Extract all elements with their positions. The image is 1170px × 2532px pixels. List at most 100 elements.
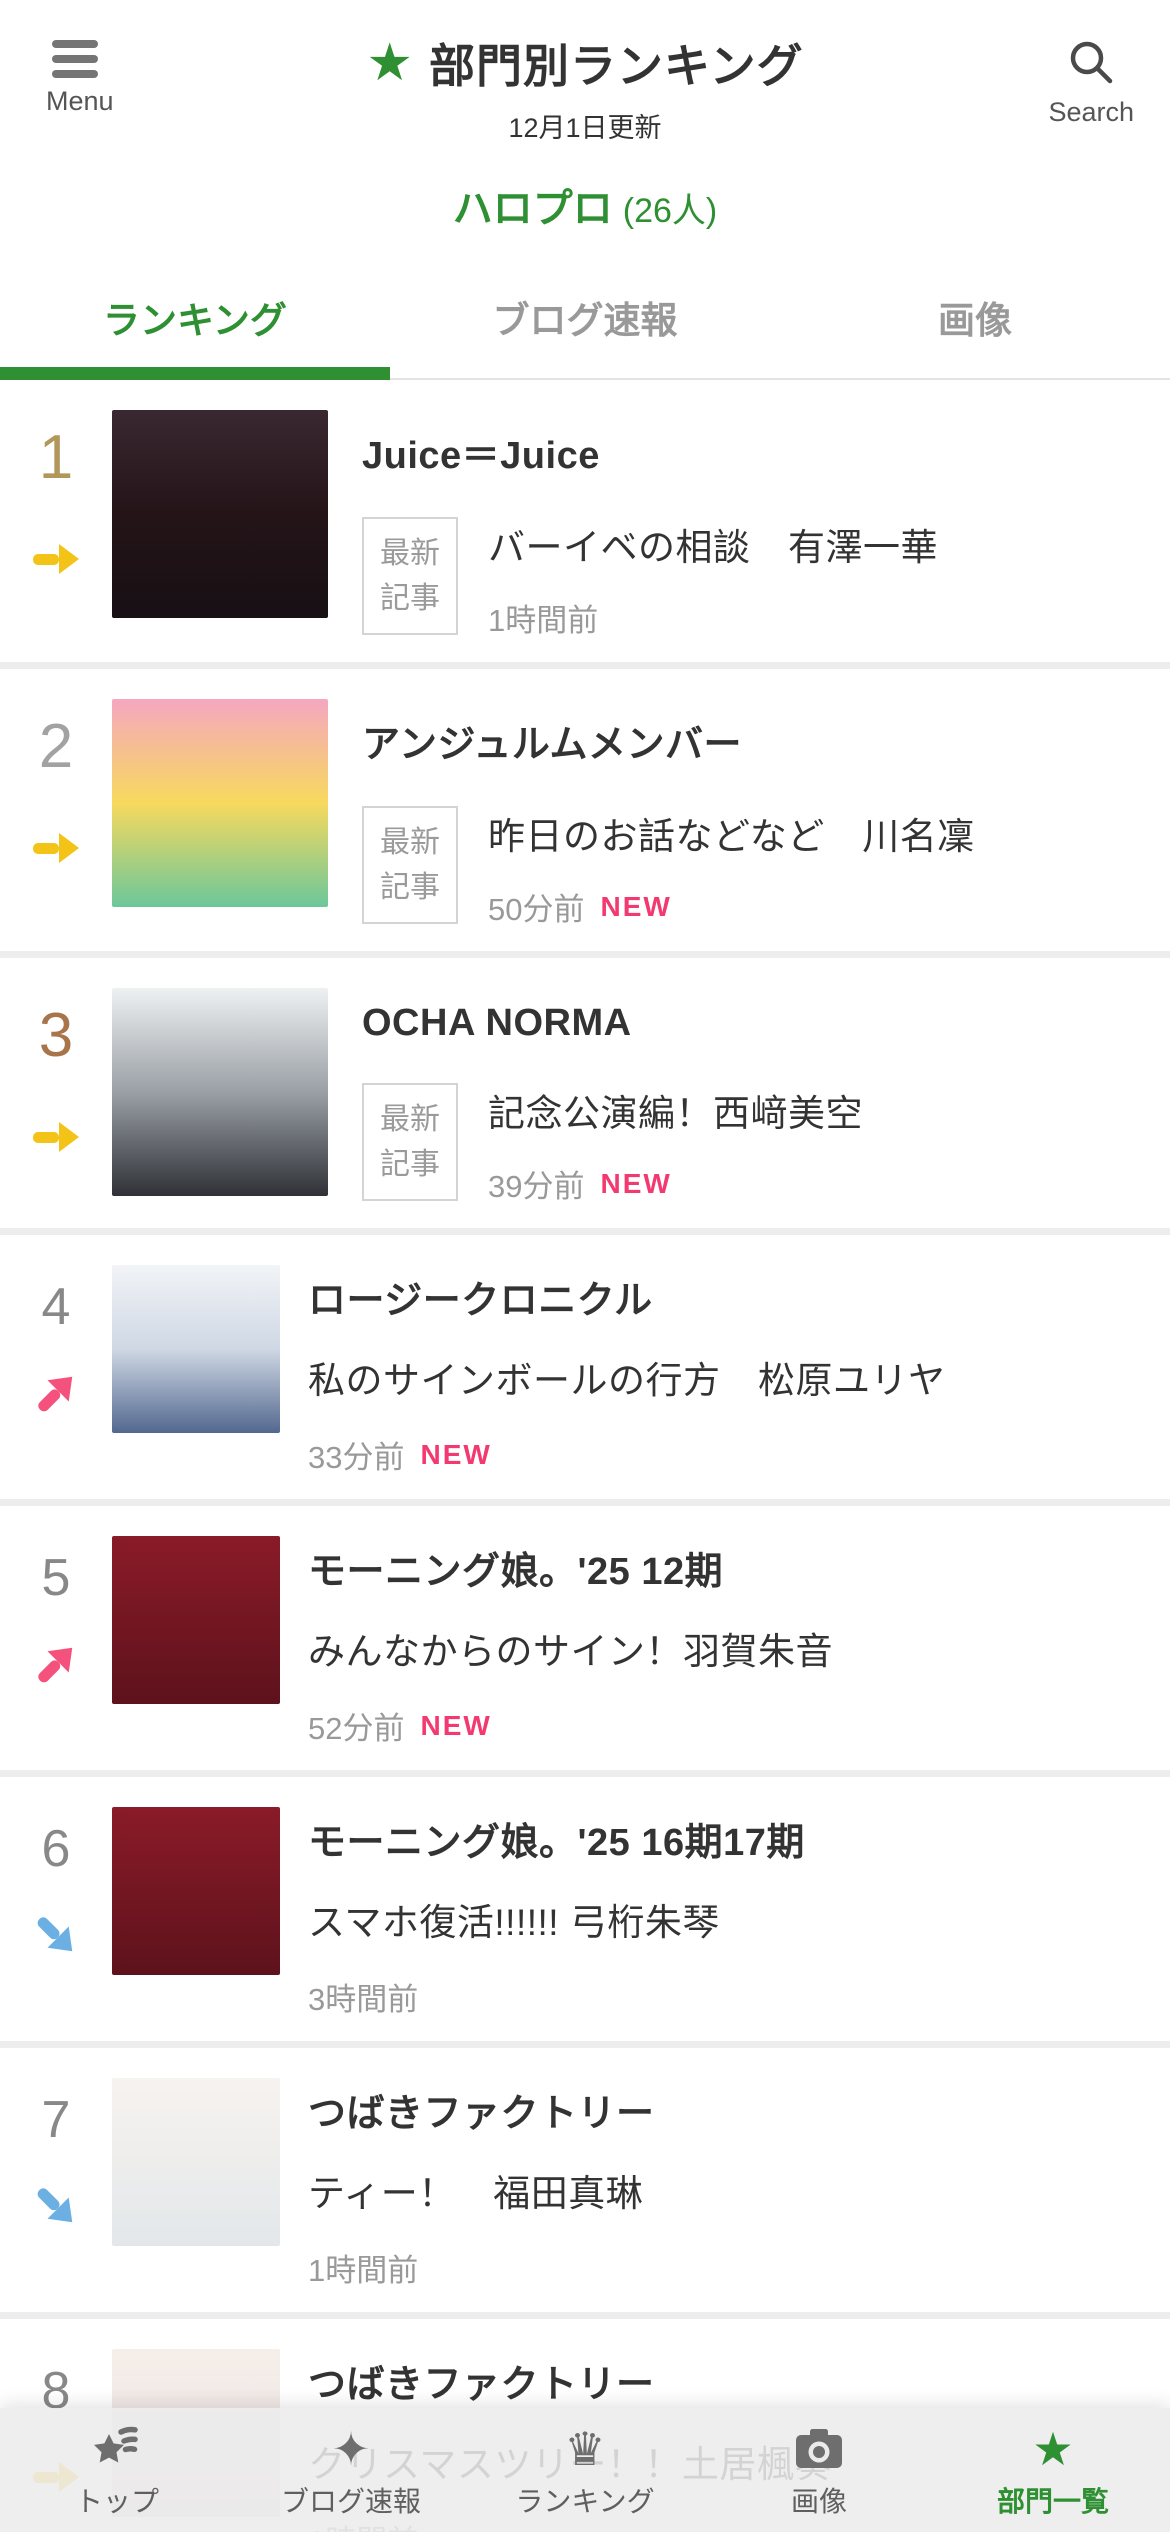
- ranking-row[interactable]: 3 OCHA NORMA 最新 記事 記念公演編！西﨑美空 39分前 NEW: [0, 958, 1170, 1235]
- nav-item-sparkle[interactable]: ✦ ブログ速報: [234, 2408, 468, 2532]
- new-badge: NEW: [600, 1167, 672, 1199]
- article-block: 記念公演編！西﨑美空 39分前 NEW: [488, 1083, 1150, 1206]
- star-icon: ★: [1032, 2423, 1074, 2475]
- group-name: Juice＝Juice: [362, 435, 600, 477]
- rank-number: 3: [38, 1001, 74, 1070]
- row-info: つばきファクトリー ティー！ 福田真琳 1時間前: [308, 2078, 1150, 2290]
- article-block: バーイベの相談 有澤一華 1時間前: [488, 517, 1150, 640]
- new-badge: NEW: [420, 1438, 492, 1470]
- hamburger-icon: [46, 40, 156, 78]
- latest-article-block: スマホ復活!!!!!! 弓桁朱琴 3時間前: [308, 1866, 1150, 2019]
- trend-arrow: [33, 833, 79, 864]
- trend-arrow: [29, 1637, 83, 1691]
- rank-column: 4: [0, 1265, 112, 1477]
- article-block: スマホ復活!!!!!! 弓桁朱琴 3時間前: [308, 1866, 1150, 2019]
- row-info: Juice＝Juice 最新 記事 バーイベの相談 有澤一華 1時間前: [362, 410, 1150, 640]
- row-info: モーニング娘。'25 12期 みんなからのサイン！羽賀朱音 52分前 NEW: [308, 1536, 1150, 1748]
- tab-bar: ランキング ブログ速報 画像: [0, 260, 1170, 380]
- menu-button[interactable]: Menu: [46, 40, 156, 117]
- time-row: 50分前 NEW: [488, 884, 1150, 929]
- nav-item-crown[interactable]: ♛ ランキング: [468, 2408, 702, 2532]
- ranking-row[interactable]: 6 モーニング娘。'25 16期17期 スマホ復活!!!!!! 弓桁朱琴 3時間…: [0, 1777, 1170, 2048]
- group-thumbnail: [112, 1807, 280, 1975]
- rank-column: 3: [0, 988, 112, 1206]
- nav-label: ランキング: [515, 2486, 655, 2517]
- nav-label: ブログ速報: [280, 2486, 421, 2517]
- tab-label: ランキング: [103, 300, 287, 341]
- group-thumbnail: [112, 1536, 280, 1704]
- tab-item[interactable]: 画像: [780, 260, 1170, 378]
- ranking-row[interactable]: 4 ロージークロニクル 私のサインボールの行方 松原ユリヤ 33分前 NEW: [0, 1235, 1170, 1506]
- search-button[interactable]: Search: [1048, 36, 1134, 128]
- article-time: 50分前: [488, 892, 585, 927]
- time-row: 39分前 NEW: [488, 1161, 1150, 1206]
- latest-article-badge: 最新 記事: [362, 517, 458, 635]
- latest-article-block: 最新 記事 昨日のお話などなど 川名凜 50分前 NEW: [362, 806, 1150, 929]
- category-count: (26人): [622, 192, 718, 230]
- group-thumbnail: [112, 2078, 280, 2246]
- article-time: 1時間前: [308, 2253, 419, 2288]
- nav-item-star[interactable]: ★ 部門一覧: [936, 2408, 1170, 2532]
- star-icon: ★: [366, 34, 413, 92]
- latest-article-badge: 最新 記事: [362, 806, 458, 924]
- ranking-row[interactable]: 5 モーニング娘。'25 12期 みんなからのサイン！羽賀朱音 52分前 NEW: [0, 1506, 1170, 1777]
- group-thumbnail: [112, 988, 328, 1196]
- group-name: つばきファクトリー: [308, 2364, 655, 2406]
- group-thumbnail: [112, 699, 328, 907]
- header-title-block: ★ 部門別ランキング 12月1日更新: [0, 30, 1170, 145]
- article-block: 私のサインボールの行方 松原ユリヤ 33分前 NEW: [308, 1324, 1150, 1477]
- search-label: Search: [1048, 97, 1134, 127]
- time-row: 33分前 NEW: [308, 1432, 1150, 1477]
- article-block: 昨日のお話などなど 川名凜 50分前 NEW: [488, 806, 1150, 929]
- category-name: ハロプロ: [452, 187, 613, 231]
- app-header: Menu ★ 部門別ランキング 12月1日更新 Search: [0, 0, 1170, 150]
- ranking-row[interactable]: 7 つばきファクトリー ティー！ 福田真琳 1時間前: [0, 2048, 1170, 2319]
- group-name: モーニング娘。'25 12期: [308, 1551, 724, 1593]
- article-title: 昨日のお話などなど 川名凜: [488, 816, 975, 857]
- article-title: バーイベの相談 有澤一華: [488, 527, 938, 568]
- group-name: モーニング娘。'25 16期17期: [308, 1822, 805, 1864]
- update-date: 12月1日更新: [508, 113, 662, 143]
- rank-number: 2: [38, 712, 74, 781]
- ranking-row[interactable]: 1 Juice＝Juice 最新 記事 バーイベの相談 有澤一華 1時間前: [0, 380, 1170, 669]
- latest-article-block: 私のサインボールの行方 松原ユリヤ 33分前 NEW: [308, 1324, 1150, 1477]
- time-row: 1時間前: [488, 595, 1150, 640]
- trend-arrow: [29, 1908, 83, 1963]
- tab-label: ブログ速報: [492, 300, 678, 341]
- latest-article-block: 最新 記事 バーイベの相談 有澤一華 1時間前: [362, 517, 1150, 640]
- nav-item-shooting-star[interactable]: トップ: [0, 2408, 234, 2532]
- new-badge: NEW: [420, 1709, 492, 1741]
- time-row: 3時間前: [308, 1974, 1150, 2019]
- category-heading: ハロプロ (26人): [0, 176, 1170, 236]
- row-info: ロージークロニクル 私のサインボールの行方 松原ユリヤ 33分前 NEW: [308, 1265, 1150, 1477]
- article-time: 1時間前: [488, 603, 599, 638]
- rank-column: 2: [0, 699, 112, 929]
- group-name: ロージークロニクル: [308, 1280, 653, 1322]
- row-info: OCHA NORMA 最新 記事 記念公演編！西﨑美空 39分前 NEW: [362, 988, 1150, 1206]
- article-title: 私のサインボールの行方 松原ユリヤ: [308, 1360, 946, 1401]
- rank-number: 1: [38, 423, 74, 492]
- rank-number: 4: [41, 1278, 71, 1336]
- latest-article-badge: 最新 記事: [362, 1083, 458, 1201]
- tab-item[interactable]: ランキング: [0, 260, 390, 380]
- article-time: 52分前: [308, 1711, 405, 1746]
- nav-item-camera[interactable]: 画像: [702, 2408, 936, 2532]
- rank-number: 5: [41, 1549, 71, 1607]
- article-title: 記念公演編！西﨑美空: [488, 1093, 863, 1134]
- nav-label: 画像: [790, 2486, 847, 2517]
- camera-icon: [794, 2420, 844, 2478]
- time-row: 1時間前: [308, 2245, 1150, 2290]
- ranking-row[interactable]: 2 アンジュルムメンバー 最新 記事 昨日のお話などなど 川名凜 50分前 NE…: [0, 669, 1170, 958]
- article-time: 3時間前: [308, 1982, 419, 2017]
- rank-column: 6: [0, 1807, 112, 2019]
- trend-arrow: [33, 544, 79, 575]
- sparkle-icon: ✦: [331, 2423, 371, 2475]
- row-info: モーニング娘。'25 16期17期 スマホ復活!!!!!! 弓桁朱琴 3時間前: [308, 1807, 1150, 2019]
- crown-icon: ♛: [564, 2423, 606, 2475]
- group-name: つばきファクトリー: [308, 2093, 655, 2135]
- tab-item[interactable]: ブログ速報: [390, 260, 780, 378]
- nav-label: 部門一覧: [996, 2486, 1109, 2517]
- article-block: みんなからのサイン！羽賀朱音 52分前 NEW: [308, 1595, 1150, 1748]
- latest-article-block: ティー！ 福田真琳 1時間前: [308, 2137, 1150, 2290]
- group-thumbnail: [112, 1265, 280, 1433]
